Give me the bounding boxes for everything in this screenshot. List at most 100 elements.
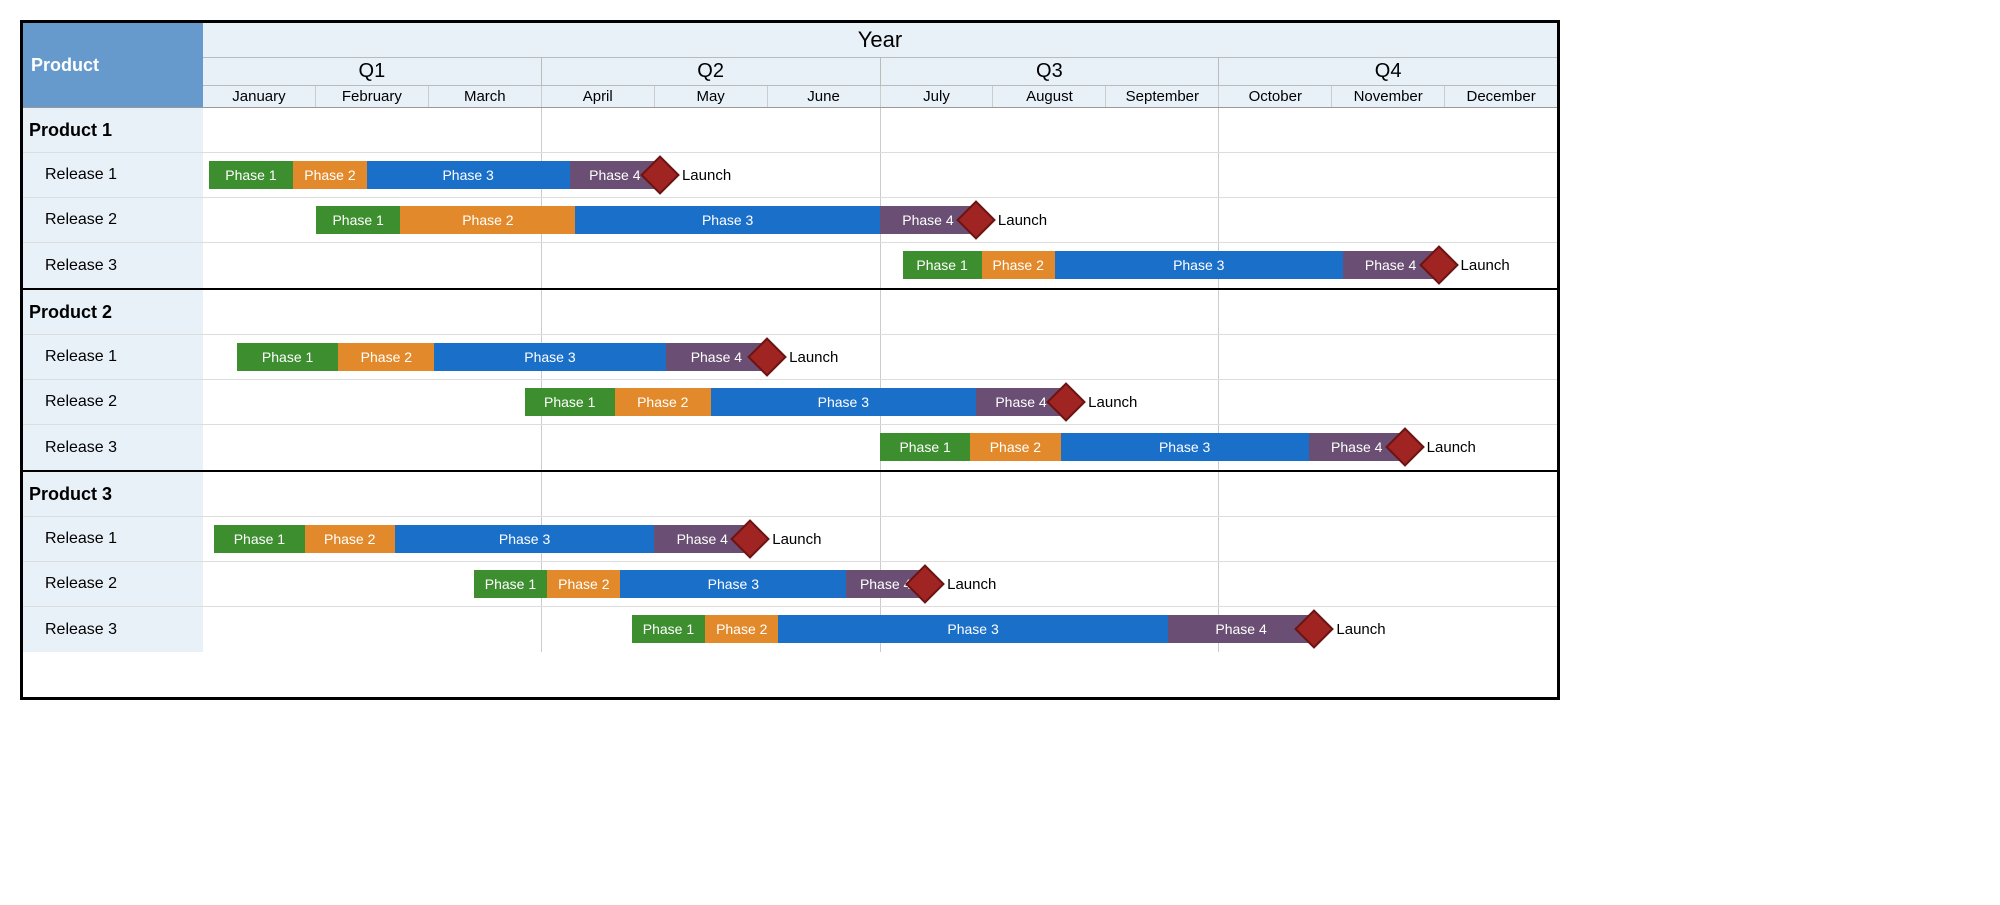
phase-bar: Phase 1 <box>209 161 294 189</box>
phase-bar: Phase 2 <box>400 206 575 234</box>
month-header: February <box>315 86 428 107</box>
milestone-label: Launch <box>682 161 731 189</box>
phase-bar: Phase 3 <box>620 570 846 598</box>
product-group: Product 3Release 1Phase 1Phase 2Phase 3P… <box>23 470 1557 652</box>
month-header: October <box>1218 86 1331 107</box>
row-timeline <box>203 472 1557 516</box>
phase-bar: Phase 1 <box>525 388 615 416</box>
phase-bar: Phase 1 <box>474 570 547 598</box>
release-row: Release 2Phase 1Phase 2Phase 3Phase 4Lau… <box>23 380 1557 425</box>
phase-bar: Phase 4 <box>1168 615 1315 643</box>
year-label: Year <box>858 27 902 52</box>
bars-layer: Phase 1Phase 2Phase 3Phase 4Launch <box>203 243 1557 288</box>
gantt-chart: Product Year Q1Q2Q3Q4 JanuaryFebruaryMar… <box>20 20 1560 700</box>
phase-bar: Phase 2 <box>970 433 1060 461</box>
release-name: Release 2 <box>23 198 203 242</box>
month-header: November <box>1331 86 1444 107</box>
year-header: Year <box>203 23 1557 58</box>
phase-bar: Phase 3 <box>1055 251 1343 279</box>
release-row: Release 3Phase 1Phase 2Phase 3Phase 4Lau… <box>23 607 1557 652</box>
month-header: January <box>203 86 315 107</box>
bars-layer: Phase 1Phase 2Phase 3Phase 4Launch <box>203 380 1557 424</box>
milestone-label: Launch <box>1427 433 1476 461</box>
product-row: Product 1 <box>23 108 1557 153</box>
product-header-label: Product <box>31 55 99 76</box>
release-row: Release 1Phase 1Phase 2Phase 3Phase 4Lau… <box>23 517 1557 562</box>
phase-bar: Phase 3 <box>367 161 570 189</box>
release-name: Release 3 <box>23 243 203 288</box>
bars-layer: Phase 1Phase 2Phase 3Phase 4Launch <box>203 198 1557 242</box>
release-name: Release 1 <box>23 517 203 561</box>
release-row: Release 2Phase 1Phase 2Phase 3Phase 4Lau… <box>23 562 1557 607</box>
gantt-body: Product 1Release 1Phase 1Phase 2Phase 3P… <box>23 108 1557 652</box>
row-timeline: Phase 1Phase 2Phase 3Phase 4Launch <box>203 153 1557 197</box>
release-row: Release 3Phase 1Phase 2Phase 3Phase 4Lau… <box>23 425 1557 470</box>
month-header: June <box>767 86 880 107</box>
milestone-label: Launch <box>998 206 1047 234</box>
release-row: Release 3Phase 1Phase 2Phase 3Phase 4Lau… <box>23 243 1557 288</box>
quarter-row: Q1Q2Q3Q4 <box>203 58 1557 86</box>
quarter-header: Q1 <box>203 58 541 86</box>
phase-bar: Phase 3 <box>395 525 655 553</box>
product-group: Product 1Release 1Phase 1Phase 2Phase 3P… <box>23 108 1557 288</box>
bars-layer: Phase 1Phase 2Phase 3Phase 4Launch <box>203 153 1557 197</box>
month-header: April <box>541 86 654 107</box>
product-name: Product 3 <box>23 472 203 516</box>
phase-bar: Phase 3 <box>434 343 665 371</box>
release-name: Release 3 <box>23 607 203 652</box>
header-row: Product Year Q1Q2Q3Q4 JanuaryFebruaryMar… <box>23 23 1557 108</box>
milestone-label: Launch <box>772 525 821 553</box>
phase-bar: Phase 1 <box>632 615 705 643</box>
release-name: Release 1 <box>23 335 203 379</box>
bars-layer: Phase 1Phase 2Phase 3Phase 4Launch <box>203 562 1557 606</box>
phase-bar: Phase 2 <box>305 525 395 553</box>
row-timeline: Phase 1Phase 2Phase 3Phase 4Launch <box>203 607 1557 652</box>
phase-bar: Phase 2 <box>705 615 778 643</box>
footer-spacer <box>23 652 1557 697</box>
release-row: Release 2Phase 1Phase 2Phase 3Phase 4Lau… <box>23 198 1557 243</box>
phase-bar: Phase 1 <box>316 206 401 234</box>
bars-layer: Phase 1Phase 2Phase 3Phase 4Launch <box>203 517 1557 561</box>
release-row: Release 1Phase 1Phase 2Phase 3Phase 4Lau… <box>23 335 1557 380</box>
month-row: JanuaryFebruaryMarchAprilMayJuneJulyAugu… <box>203 86 1557 107</box>
quarter-header: Q4 <box>1218 58 1557 86</box>
phase-bar: Phase 3 <box>711 388 976 416</box>
phase-bar: Phase 1 <box>237 343 339 371</box>
product-group: Product 2Release 1Phase 1Phase 2Phase 3P… <box>23 288 1557 470</box>
phase-bar: Phase 1 <box>903 251 982 279</box>
product-name: Product 2 <box>23 290 203 334</box>
product-row: Product 2 <box>23 290 1557 335</box>
row-timeline: Phase 1Phase 2Phase 3Phase 4Launch <box>203 198 1557 242</box>
quarter-header: Q3 <box>880 58 1219 86</box>
phase-bar: Phase 2 <box>338 343 434 371</box>
release-name: Release 1 <box>23 153 203 197</box>
product-name: Product 1 <box>23 108 203 152</box>
row-timeline: Phase 1Phase 2Phase 3Phase 4Launch <box>203 243 1557 288</box>
milestone-label: Launch <box>789 343 838 371</box>
product-column-header: Product <box>23 23 203 107</box>
row-timeline: Phase 1Phase 2Phase 3Phase 4Launch <box>203 380 1557 424</box>
release-name: Release 2 <box>23 562 203 606</box>
month-header: March <box>428 86 541 107</box>
phase-bar: Phase 3 <box>1061 433 1309 461</box>
release-name: Release 2 <box>23 380 203 424</box>
milestone-label: Launch <box>947 570 996 598</box>
row-timeline: Phase 1Phase 2Phase 3Phase 4Launch <box>203 562 1557 606</box>
phase-bar: Phase 2 <box>547 570 620 598</box>
product-row: Product 3 <box>23 472 1557 517</box>
release-name: Release 3 <box>23 425 203 470</box>
quarter-header: Q2 <box>541 58 880 86</box>
bars-layer: Phase 1Phase 2Phase 3Phase 4Launch <box>203 425 1557 470</box>
timeline-header: Year Q1Q2Q3Q4 JanuaryFebruaryMarchAprilM… <box>203 23 1557 107</box>
row-timeline: Phase 1Phase 2Phase 3Phase 4Launch <box>203 335 1557 379</box>
release-row: Release 1Phase 1Phase 2Phase 3Phase 4Lau… <box>23 153 1557 198</box>
row-timeline: Phase 1Phase 2Phase 3Phase 4Launch <box>203 425 1557 470</box>
phase-bar: Phase 3 <box>778 615 1167 643</box>
month-header: May <box>654 86 767 107</box>
row-timeline <box>203 108 1557 152</box>
milestone-label: Launch <box>1461 251 1510 279</box>
bars-layer: Phase 1Phase 2Phase 3Phase 4Launch <box>203 335 1557 379</box>
phase-bar: Phase 2 <box>615 388 711 416</box>
month-header: August <box>992 86 1105 107</box>
month-header: September <box>1105 86 1218 107</box>
